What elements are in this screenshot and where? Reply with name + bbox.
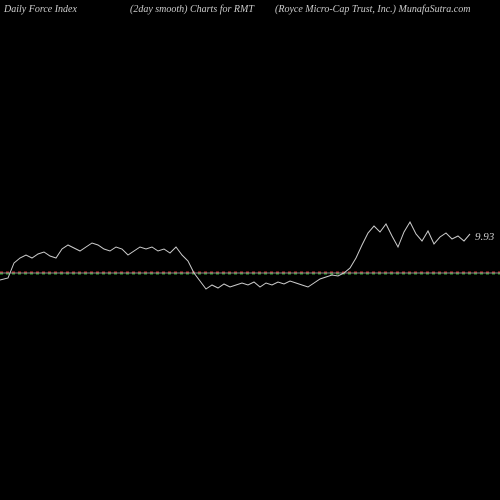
force-index-chart: 9.93 bbox=[0, 0, 500, 500]
chart-svg bbox=[0, 0, 500, 500]
current-value-label: 9.93 bbox=[475, 231, 494, 243]
